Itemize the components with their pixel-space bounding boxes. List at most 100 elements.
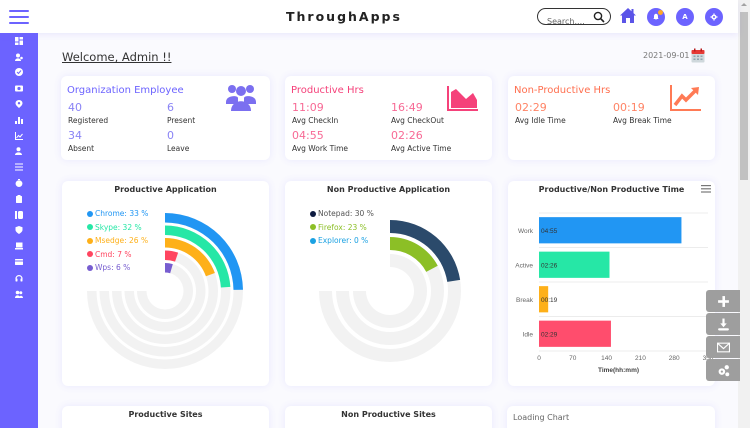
line-chart-icon	[15, 131, 23, 140]
sidebar-item-credit-card[interactable]	[0, 254, 38, 270]
stat-absent: 34 Absent	[68, 129, 95, 153]
legend-item-wps[interactable]: Wps: 6 %	[87, 261, 148, 275]
id-card-icon	[15, 210, 23, 219]
users-icon	[15, 53, 23, 61]
non-productive-sites-card: Non Productive Sites	[285, 406, 492, 428]
users-group-icon	[226, 85, 256, 111]
stat-avg-active-time: 02:26 Avg Active Time	[391, 129, 452, 153]
sidebar-item-users[interactable]	[0, 49, 38, 65]
radial-bar-skype[interactable]	[165, 225, 231, 288]
notifications-button[interactable]	[647, 8, 665, 26]
radial-bar-notepad[interactable]	[390, 220, 461, 282]
bell-icon	[653, 13, 659, 21]
x-tick-label: 350	[703, 355, 714, 362]
bar-active[interactable]	[539, 251, 610, 278]
radial-bar-cmd[interactable]	[165, 250, 179, 262]
legend-label: Cmd: 7 %	[95, 249, 132, 259]
download-button[interactable]	[706, 313, 740, 335]
non-productive-application-chart	[319, 220, 461, 362]
radial-bar-firefox[interactable]	[390, 237, 438, 272]
legend-item-notepad[interactable]: Notepad: 30 %	[310, 207, 374, 221]
radial-track	[353, 254, 427, 328]
bar-idle[interactable]	[539, 320, 611, 347]
radial-bar-wps[interactable]	[165, 263, 173, 274]
legend-item-msedge[interactable]: Msedge: 26 %	[87, 234, 148, 248]
bar-chart-icon	[15, 116, 23, 124]
sidebar-item-bar-chart[interactable]	[0, 112, 38, 128]
legend-marker	[310, 224, 316, 231]
date-display: 2021-09-01	[643, 51, 690, 60]
non-productive-hrs-card: Non-Productive Hrs 02:29 Avg Idle Time 00…	[508, 76, 715, 160]
radial-bar-chrome[interactable]	[165, 213, 243, 290]
legend-marker	[87, 210, 93, 217]
search-input[interactable]	[547, 14, 597, 29]
check-circle-icon	[15, 68, 23, 77]
chart-title: Productive Application	[114, 185, 217, 194]
non-productive-application-card: Non Productive Application Notepad: 30 %…	[285, 181, 492, 386]
menu-toggle-button[interactable]	[9, 10, 29, 24]
sidebar-item-clipboard[interactable]	[0, 191, 38, 207]
sidebar-item-team[interactable]	[0, 286, 38, 302]
card-title: Organization Employee	[67, 85, 184, 96]
x-tick-label: 280	[669, 355, 680, 362]
floating-actions	[706, 290, 740, 382]
home-icon[interactable]	[619, 7, 637, 24]
page-scrollbar[interactable]	[738, 0, 750, 428]
stat-avg-idle-time: 02:29 Avg Idle Time	[515, 101, 566, 125]
legend-marker	[87, 264, 93, 271]
settings-button[interactable]	[705, 8, 723, 26]
legend-item-explorer[interactable]: Explorer: 0 %	[310, 234, 374, 248]
bar-work[interactable]	[539, 217, 682, 244]
headset-icon	[15, 274, 23, 282]
scroll-up-arrow[interactable]	[741, 3, 747, 6]
sidebar-item-location-pin[interactable]	[0, 96, 38, 112]
bar-data-label: 02:26	[541, 262, 558, 269]
email-button[interactable]	[706, 336, 740, 358]
envelope-icon	[716, 342, 730, 352]
legend-item-skype[interactable]: Skype: 32 %	[87, 221, 148, 235]
gears-icon	[718, 364, 729, 376]
legend-item-cmd[interactable]: Cmd: 7 %	[87, 248, 148, 262]
welcome-heading: Welcome, Admin !!	[62, 50, 172, 64]
bar-break[interactable]	[539, 286, 549, 313]
sidebar-item-user-add[interactable]	[0, 144, 38, 160]
chart-menu-icon[interactable]	[701, 185, 711, 193]
calendar-icon[interactable]	[691, 48, 705, 63]
avatar[interactable]: A	[676, 8, 694, 26]
location-pin-icon	[15, 100, 23, 109]
legend-label: Firefox: 23 %	[318, 222, 367, 232]
stat-avg-work-time: 04:55 Avg Work Time	[292, 129, 349, 153]
stopwatch-icon	[15, 179, 23, 188]
legend-marker	[310, 237, 316, 244]
legend-item-firefox[interactable]: Firefox: 23 %	[310, 221, 374, 235]
gear-icon	[710, 13, 718, 21]
sidebar-item-shield[interactable]	[0, 223, 38, 239]
radial-bar-msedge[interactable]	[165, 238, 215, 277]
add-button[interactable]	[706, 290, 740, 312]
sidebar-item-camera[interactable]	[0, 80, 38, 96]
sidebar-item-list[interactable]	[0, 159, 38, 175]
sidebar-item-stopwatch[interactable]	[0, 175, 38, 191]
productive-application-chart	[87, 213, 243, 369]
stat-present: 6 Present	[167, 101, 196, 125]
team-icon	[15, 290, 23, 298]
sidebar-item-line-chart[interactable]	[0, 128, 38, 144]
scrollbar-thumb[interactable]	[740, 12, 748, 180]
legend-label: Explorer: 0 %	[318, 236, 369, 246]
legend-item-chrome[interactable]: Chrome: 33 %	[87, 207, 148, 221]
search-icon[interactable]	[593, 11, 605, 23]
y-tick-label: Idle	[523, 331, 534, 338]
settings-actions-button[interactable]	[706, 359, 740, 381]
camera-icon	[15, 85, 23, 92]
stat-avg-break-time: 00:19 Avg Break Time	[613, 101, 672, 125]
chart-legend: Chrome: 33 % Skype: 32 % Msedge: 26 % Cmd: …	[87, 207, 148, 275]
sidebar-item-check-circle[interactable]	[0, 65, 38, 81]
chart-title: Non Productive Application	[326, 185, 451, 194]
sidebar-item-dashboard[interactable]	[0, 33, 38, 49]
sidebar-item-laptop[interactable]	[0, 238, 38, 254]
productive-hrs-card: Productive Hrs 11:09 Avg CheckIn 16:49 Avg…	[285, 76, 492, 160]
y-tick-label: Break	[516, 297, 534, 304]
sidebar-item-headset[interactable]	[0, 270, 38, 286]
sidebar-item-id-card[interactable]	[0, 207, 38, 223]
legend-label: Msedge: 26 %	[95, 236, 149, 246]
